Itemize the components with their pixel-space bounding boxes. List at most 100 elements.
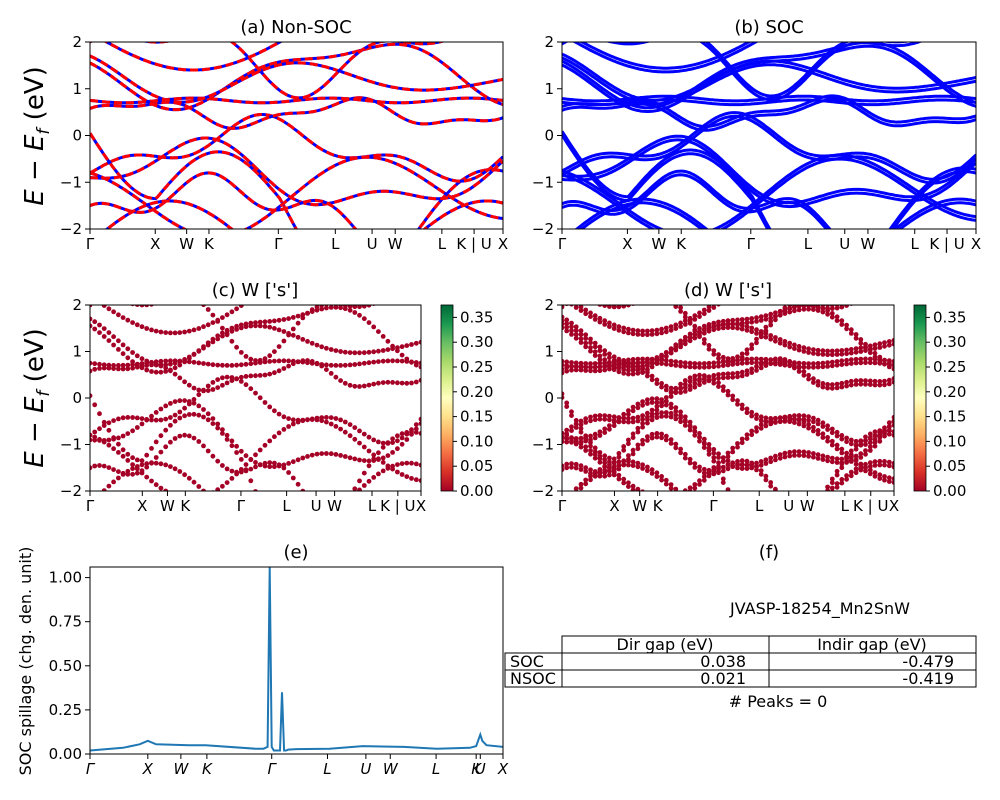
projection-point xyxy=(673,416,679,422)
projection-point xyxy=(380,455,386,461)
projection-point xyxy=(276,344,282,349)
projection-point xyxy=(787,542,792,547)
projection-point xyxy=(395,469,400,475)
projection-point xyxy=(342,305,348,308)
projection-point xyxy=(404,289,409,294)
projection-point xyxy=(763,313,769,318)
projection-point xyxy=(768,268,773,273)
projection-point xyxy=(225,513,230,518)
projection-point xyxy=(778,264,783,269)
projection-point xyxy=(877,472,883,478)
projection-point xyxy=(357,502,362,507)
projection-point xyxy=(730,445,736,451)
projection-point xyxy=(830,489,835,491)
projection-point xyxy=(763,423,769,429)
projection-point xyxy=(286,461,291,466)
projection-point xyxy=(592,452,598,457)
projection-point xyxy=(730,317,736,323)
projection-point xyxy=(626,458,631,464)
projection-point xyxy=(630,459,636,465)
projection-point xyxy=(727,490,729,491)
projection-point xyxy=(569,435,574,440)
projection-point xyxy=(172,466,178,472)
projection-point xyxy=(309,340,315,346)
projection-point xyxy=(834,305,840,311)
projection-point xyxy=(172,360,178,366)
projection-point xyxy=(333,416,339,421)
projection-point xyxy=(797,529,802,534)
projection-point xyxy=(792,260,797,265)
projection-point xyxy=(877,476,883,481)
projection-point xyxy=(768,480,774,485)
projection-point xyxy=(716,470,721,476)
projection-point xyxy=(602,357,608,363)
projection-point xyxy=(607,417,612,423)
x-tick-label: Γ xyxy=(747,235,756,253)
projection-point xyxy=(892,518,897,523)
projection-point xyxy=(626,299,631,304)
projection-point xyxy=(380,440,386,446)
projection-point xyxy=(802,300,807,305)
projection-point xyxy=(796,307,802,313)
projection-point xyxy=(829,455,835,461)
projection-point xyxy=(205,417,211,423)
projection-point xyxy=(343,256,348,261)
projection-point xyxy=(602,361,608,366)
soc-band-line xyxy=(572,42,759,74)
projection-point xyxy=(848,437,854,443)
projection-point xyxy=(182,405,188,411)
projection-point xyxy=(758,365,764,371)
projection-point xyxy=(286,271,291,276)
projection-point xyxy=(668,350,674,356)
projection-point xyxy=(262,372,268,378)
projection-point xyxy=(163,358,169,364)
projection-point xyxy=(839,436,845,442)
x-tick-label: Γ xyxy=(86,497,95,515)
projection-point xyxy=(839,465,845,471)
projection-point xyxy=(816,501,821,506)
projection-point xyxy=(806,516,811,521)
projection-point xyxy=(111,418,116,423)
soc-band-line xyxy=(562,56,976,106)
projection-point xyxy=(418,462,421,468)
projection-point xyxy=(744,432,750,438)
projection-point xyxy=(872,473,878,479)
projection-point xyxy=(305,360,310,366)
projection-point xyxy=(744,316,750,322)
projection-point xyxy=(659,477,664,483)
projection-point xyxy=(333,348,339,353)
projection-point xyxy=(361,383,367,389)
table-cell-dir: 0.038 xyxy=(700,652,746,671)
projection-point xyxy=(830,257,835,262)
projection-point xyxy=(701,445,707,450)
band-line-red xyxy=(90,42,503,112)
x-tick-label: U xyxy=(360,760,371,778)
projection-point xyxy=(796,449,802,454)
projection-point xyxy=(196,392,202,398)
projection-point xyxy=(362,261,367,266)
projection-point xyxy=(706,308,712,313)
projection-point xyxy=(735,361,740,367)
projection-point xyxy=(158,417,164,423)
projection-point xyxy=(749,460,755,466)
projection-point xyxy=(663,433,669,439)
projection-point xyxy=(371,324,377,330)
projection-point xyxy=(829,314,835,320)
projection-point xyxy=(602,322,608,327)
projection-point xyxy=(607,364,612,370)
projection-point xyxy=(333,452,339,457)
projection-point xyxy=(597,357,603,363)
projection-point xyxy=(92,326,98,332)
projection-point xyxy=(645,358,650,364)
projection-point xyxy=(177,409,183,415)
projection-point xyxy=(863,461,868,467)
projection-point xyxy=(139,462,145,468)
projection-point xyxy=(409,476,414,481)
projection-point xyxy=(796,364,802,370)
projection-point xyxy=(395,438,400,444)
projection-point xyxy=(645,438,650,443)
projection-point xyxy=(357,312,362,318)
projection-point xyxy=(300,418,306,424)
projection-point xyxy=(886,424,892,430)
projection-point xyxy=(621,300,626,305)
